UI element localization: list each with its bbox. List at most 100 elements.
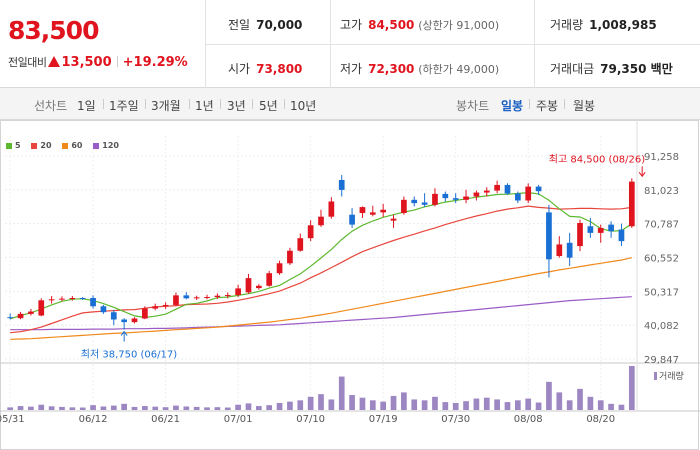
candle-weekly[interactable]: 주봉 <box>536 99 559 113</box>
x-tick-label: 07/30 <box>441 414 470 425</box>
volume-bar <box>597 400 604 410</box>
prev-close: 전일 70,000 <box>228 16 302 33</box>
candle <box>473 190 480 201</box>
range-1w[interactable]: 1주일 <box>109 99 139 113</box>
candle <box>359 206 366 219</box>
x-tick-label: 08/20 <box>586 414 615 425</box>
min-annotation: 최저 38,750 (06/17) <box>81 349 177 361</box>
y-tick-label: 81,023 <box>644 186 679 197</box>
candle-body <box>7 317 14 319</box>
candle-body <box>131 318 138 323</box>
x-tick-label: 06/12 <box>79 414 108 425</box>
volume-bar <box>411 399 418 410</box>
volume-bar <box>287 401 293 410</box>
volume-bar <box>142 406 148 410</box>
volume-bar <box>193 406 200 410</box>
up-triangle-icon <box>48 56 61 67</box>
candle-body <box>369 212 376 215</box>
divider <box>529 99 530 109</box>
legend-swatch <box>6 142 12 149</box>
volume-bar <box>432 396 438 410</box>
legend-label: 120 <box>102 141 119 150</box>
candle-body <box>442 193 449 199</box>
candle <box>48 296 55 304</box>
volume-bar <box>328 399 335 410</box>
volume-bar <box>546 381 552 410</box>
volume-bar <box>483 397 490 410</box>
candle <box>69 296 76 301</box>
candle <box>38 298 45 317</box>
volume-bar <box>214 407 221 410</box>
legend-swatch <box>93 142 100 149</box>
low-label: 저가 <box>340 62 363 76</box>
volume-bar <box>587 396 594 410</box>
candle-body <box>608 224 614 232</box>
range-3y[interactable]: 3년 <box>227 99 246 113</box>
candle <box>338 175 345 197</box>
change-percent: +19.29% <box>122 55 188 70</box>
candle <box>110 310 117 326</box>
change-label: 전일대비 <box>8 56 47 69</box>
candle <box>121 318 127 330</box>
candle <box>494 180 500 194</box>
price-chart[interactable]: 91,258 81,023 70,787 60,552 50,317 40,082 29,8… <box>0 120 700 450</box>
line-chart-label: 선차트 <box>34 99 68 113</box>
legend-swatch <box>31 142 38 149</box>
open: 시가 73,800 <box>228 60 302 77</box>
upper-limit: (상한가 91,000) <box>418 19 500 32</box>
candle <box>59 296 65 302</box>
candle-body <box>255 285 262 289</box>
volume-bar <box>452 402 459 410</box>
range-10y[interactable]: 10년 <box>290 99 317 113</box>
candle <box>608 221 614 238</box>
volume-bar <box>380 401 387 410</box>
open-label: 시가 <box>228 62 251 76</box>
volume-bar <box>69 407 76 410</box>
candle <box>214 293 221 299</box>
quote-header: 83,500 전일대비 13,500 +19.29% 전일 70,000 고가 84,5… <box>0 0 700 88</box>
volume-bar <box>266 405 273 410</box>
range-1y[interactable]: 1년 <box>195 99 214 113</box>
volume-bar <box>276 402 283 410</box>
volume-bar <box>255 406 262 410</box>
range-3m[interactable]: 3개월 <box>151 99 181 113</box>
volume-bar <box>38 404 45 410</box>
volume: 거래량 1,008,985 <box>550 16 657 33</box>
range-5y[interactable]: 5년 <box>259 99 278 113</box>
candle <box>173 292 179 307</box>
candle-body <box>618 229 625 242</box>
range-1d[interactable]: 1일 <box>77 99 96 113</box>
volume-bar <box>401 392 407 410</box>
legend-label: 20 <box>40 141 52 150</box>
candle-body <box>28 311 34 314</box>
candle <box>618 223 625 247</box>
candle <box>266 270 273 287</box>
candle-body <box>297 238 304 251</box>
lower-limit: (하한가 49,000) <box>418 63 500 76</box>
volume-bar <box>224 407 231 410</box>
volume-bar <box>183 406 190 410</box>
candle-body <box>483 190 490 193</box>
prev-close-label: 전일 <box>228 18 251 32</box>
candle-monthly[interactable]: 월봉 <box>573 99 596 113</box>
high-value: 84,500 <box>368 18 415 32</box>
candle-body <box>183 295 190 299</box>
y-tick-label: 40,082 <box>644 321 679 332</box>
candle <box>483 187 490 197</box>
candle-daily[interactable]: 일봉 <box>501 99 524 113</box>
x-tick-label: 06/21 <box>151 414 180 425</box>
candle-body <box>152 306 159 309</box>
candle-body <box>69 298 76 300</box>
candle <box>224 292 231 299</box>
x-tick-label: 08/08 <box>514 414 543 425</box>
candle-chart-label: 봉차트 <box>456 99 490 113</box>
volume-bar <box>17 406 24 410</box>
candle <box>628 178 635 228</box>
high: 고가 84,500 (상한가 91,000) <box>340 16 499 33</box>
candle-body <box>38 300 45 316</box>
volume-bar <box>494 399 500 410</box>
volume-bar <box>7 407 14 410</box>
candle-body <box>59 298 65 300</box>
candle-body <box>100 306 107 313</box>
candle-body <box>266 273 273 286</box>
